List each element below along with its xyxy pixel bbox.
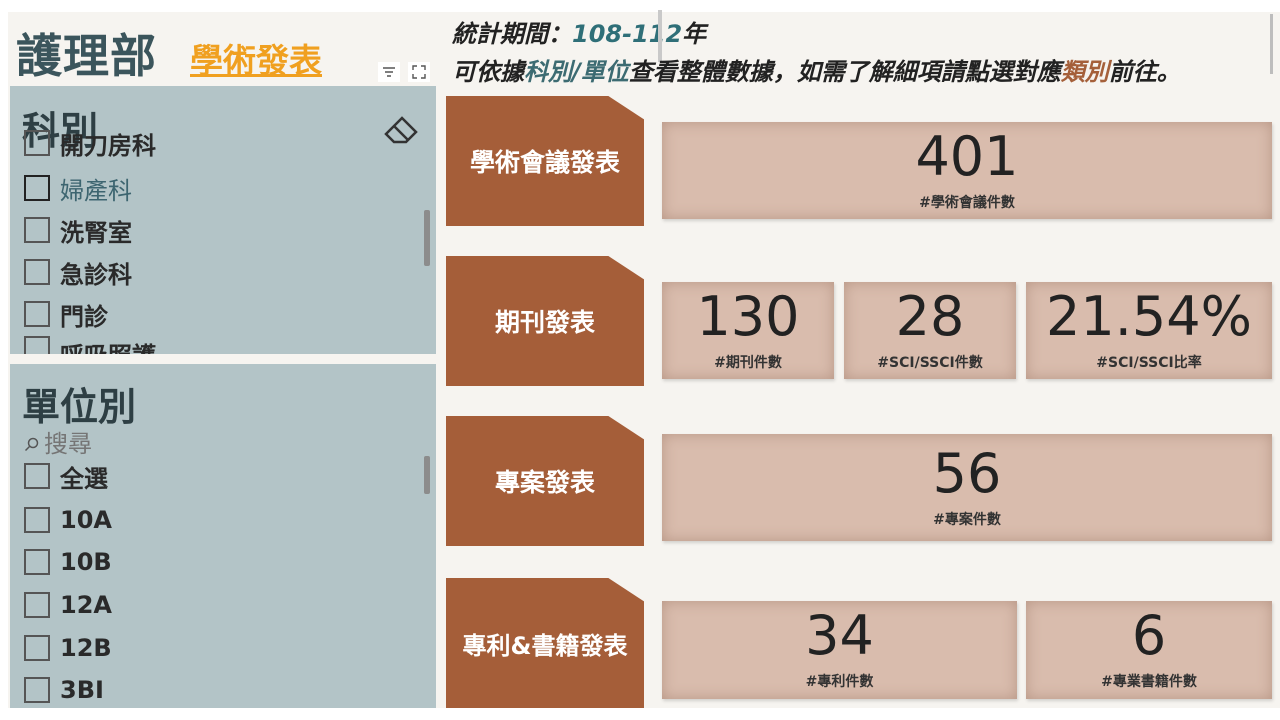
card-value: 401 [915,124,1019,188]
slicer-unit-item-0[interactable]: 全選 [24,456,108,496]
card-label: #專利件數 [805,674,874,690]
category-patent-book-button[interactable]: 專利&書籍發表 [446,578,644,708]
slicer-item-label: 10A [60,506,112,534]
checkbox[interactable] [24,677,50,703]
slicer-unit: 單位別 全選 10A 10B 12A 12B 3BI [10,364,436,708]
card-label: #期刊件數 [714,354,782,371]
slicer-search[interactable] [24,430,244,458]
card-journal-count: 130 #期刊件數 [662,282,834,379]
card-value: 28 [895,284,965,348]
checkbox[interactable] [24,217,50,243]
card-patent-count: 34 #專利件數 [662,601,1017,699]
slicer-item-label: 急診科 [60,260,132,289]
card-label: #專業書籍件數 [1101,674,1197,690]
card-conference-count: 401 #學術會議件數 [662,122,1272,219]
period-suffix: 年 [682,20,707,48]
page-title: 護理部 [16,29,157,83]
checkbox[interactable] [24,507,50,533]
slicer-scrollbar[interactable] [424,456,430,494]
card-project-count: 56 #專案件數 [662,434,1272,541]
slicer-item-label: 呼吸照護 [60,336,156,354]
slicer-item-label: 3BI [60,676,104,704]
slicer-item-label: 12A [60,591,112,619]
slicer-item-label: 洗腎室 [60,218,132,247]
checkbox[interactable] [24,336,50,354]
slicer-dept-item-5[interactable]: 呼吸照護 [24,336,156,354]
filter-icon[interactable] [378,62,400,82]
search-input[interactable] [44,430,244,458]
card-sci-count: 28 #SCI/SSCI件數 [844,282,1016,379]
period-label: 統計期間： [452,20,572,48]
period-line: 統計期間：108-112年 [452,14,706,49]
category-project-button[interactable]: 專案發表 [446,416,644,546]
card-value: 34 [805,604,874,667]
category-journal-button[interactable]: 期刊發表 [446,256,644,386]
hint-part3: 前往。 [1108,58,1181,86]
checkbox[interactable] [24,592,50,618]
card-label: #學術會議件數 [919,194,1015,211]
section-link[interactable]: 學術發表 [190,41,322,80]
checkbox[interactable] [24,635,50,661]
slicer-item-label: 12B [60,634,112,662]
slicer-item-label: 開刀房科 [60,131,156,159]
period-value: 108-112 [572,20,683,48]
hint-part1: 可依據 [452,58,524,86]
slicer-scrollbar[interactable] [424,210,430,266]
slicer-unit-item-4[interactable]: 12B [24,628,112,668]
hint-part2: 查看整體數據，如需了解細項請點選對應 [628,58,1061,86]
textbox-scrollbar[interactable] [658,10,662,62]
visual-header-icons [378,62,430,82]
checkbox[interactable] [24,259,50,285]
checkbox[interactable] [24,301,50,327]
slicer-item-label: 門診 [60,302,108,331]
slicer-item-label: 10B [60,548,112,576]
card-sci-ratio: 21.54% #SCI/SSCI比率 [1026,282,1272,379]
category-conference-button[interactable]: 學術會議發表 [446,96,644,226]
eraser-icon[interactable] [380,108,422,150]
slicer-dept-item-1[interactable]: 婦產科 [24,168,132,208]
focus-mode-icon[interactable] [408,62,430,82]
slicer-dept-item-0[interactable]: 開刀房科 [24,128,156,158]
slicer-unit-item-1[interactable]: 10A [24,500,112,540]
search-icon [24,430,40,458]
slicer-dept-item-2[interactable]: 洗腎室 [24,210,132,250]
slicer-department: 科別 開刀房科 婦產科 洗腎室 急診科 門診 呼吸照護 [10,86,436,354]
checkbox[interactable] [24,463,50,489]
card-book-count: 6 #專業書籍件數 [1026,601,1272,699]
hint-accent1: 科別/單位 [524,58,629,86]
slicer-item-label: 全選 [60,464,108,493]
hint-accent2: 類別 [1060,58,1109,86]
slicer-dept-item-3[interactable]: 急診科 [24,252,132,292]
card-value: 56 [932,441,1002,505]
card-value: 130 [696,284,800,348]
card-label: #專案件數 [933,511,1001,528]
checkbox[interactable] [24,175,50,201]
slicer-unit-item-5[interactable]: 3BI [24,670,104,708]
slicer-unit-title: 單位別 [22,385,137,429]
card-value: 6 [1131,604,1167,667]
hint-line: 可依據科別/單位查看整體數據，如需了解細項請點選對應類別前往。 [452,52,1181,87]
slicer-dept-item-4[interactable]: 門診 [24,294,108,334]
checkbox[interactable] [24,130,50,156]
slicer-unit-item-3[interactable]: 12A [24,585,112,625]
slicer-unit-item-2[interactable]: 10B [24,542,112,582]
checkbox[interactable] [24,549,50,575]
card-value: 21.54% [1046,284,1252,348]
right-divider [1270,14,1273,74]
slicer-item-label: 婦產科 [60,176,132,205]
card-label: #SCI/SSCI比率 [1096,354,1202,371]
card-label: #SCI/SSCI件數 [877,354,983,371]
